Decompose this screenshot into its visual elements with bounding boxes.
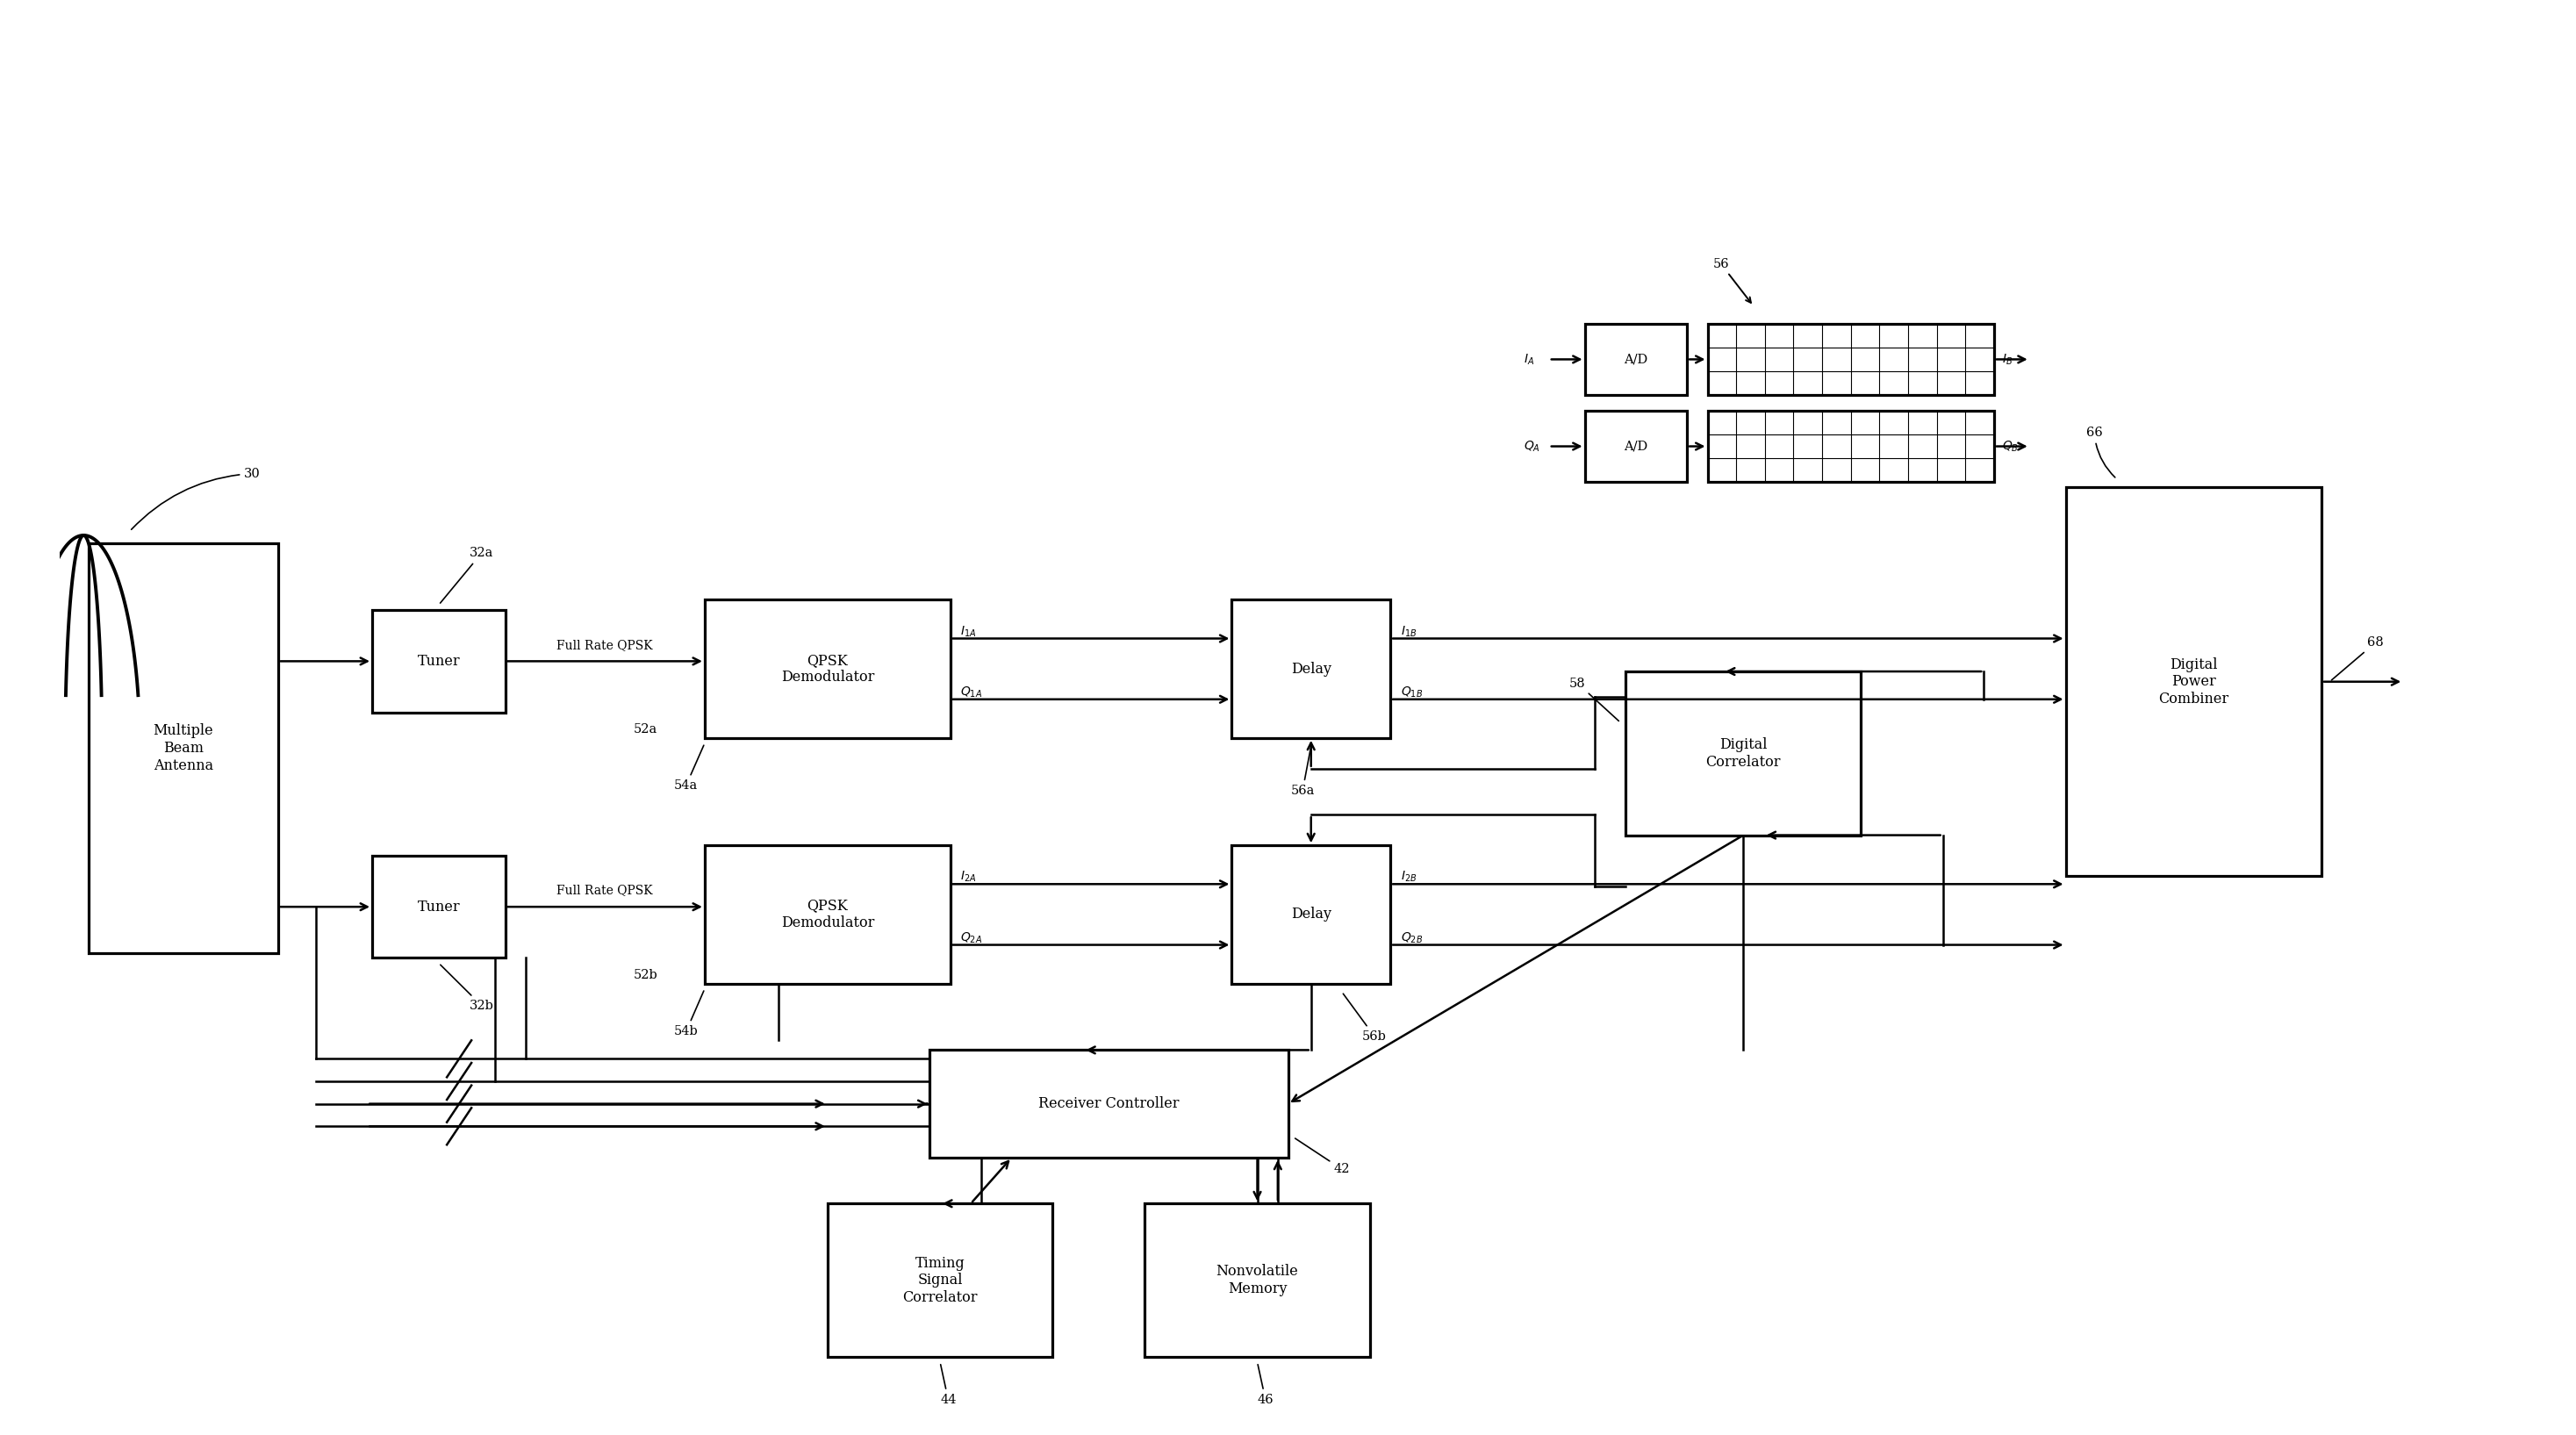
Bar <box>1625 672 1860 835</box>
Text: 56b: 56b <box>1342 993 1386 1042</box>
Text: $I_B$: $I_B$ <box>2002 352 2012 366</box>
Text: 32b: 32b <box>440 964 495 1012</box>
Text: $Q_B$: $Q_B$ <box>2002 439 2020 453</box>
Bar <box>2066 488 2321 877</box>
Text: Tuner: Tuner <box>417 654 461 669</box>
Text: 58: 58 <box>1569 677 1618 720</box>
Text: 56: 56 <box>1713 258 1752 303</box>
Text: 32a: 32a <box>440 547 495 603</box>
Bar <box>930 1050 1288 1158</box>
Bar <box>1708 323 1994 395</box>
Text: 42: 42 <box>1296 1138 1350 1175</box>
Text: 68: 68 <box>2331 636 2383 680</box>
Text: $Q_{2A}$: $Q_{2A}$ <box>961 930 981 944</box>
Text: Multiple
Beam
Antenna: Multiple Beam Antenna <box>152 723 214 773</box>
Text: Delay: Delay <box>1291 662 1332 676</box>
Bar <box>706 600 951 738</box>
Bar <box>371 855 505 959</box>
Text: 66: 66 <box>2087 426 2115 478</box>
Text: Digital
Power
Combiner: Digital Power Combiner <box>2159 657 2228 706</box>
Text: 46: 46 <box>1257 1365 1273 1406</box>
Text: $I_{2A}$: $I_{2A}$ <box>961 870 976 884</box>
Text: 52b: 52b <box>634 969 657 982</box>
Text: 44: 44 <box>940 1365 956 1406</box>
Text: 54a: 54a <box>675 745 703 792</box>
Text: A/D: A/D <box>1623 353 1649 366</box>
Bar <box>371 610 505 712</box>
Text: QPSK
Demodulator: QPSK Demodulator <box>781 653 873 684</box>
Bar <box>1584 410 1687 482</box>
Text: $Q_A$: $Q_A$ <box>1522 439 1540 453</box>
Text: 56a: 56a <box>1291 749 1314 796</box>
Text: $Q_{1B}$: $Q_{1B}$ <box>1401 684 1422 699</box>
Bar <box>1231 845 1391 983</box>
Text: 54b: 54b <box>675 992 703 1038</box>
Bar <box>88 544 278 953</box>
Bar <box>706 845 951 983</box>
Bar <box>827 1204 1054 1358</box>
Text: QPSK
Demodulator: QPSK Demodulator <box>781 898 873 930</box>
Text: 30: 30 <box>131 468 260 530</box>
Text: Digital
Correlator: Digital Correlator <box>1705 738 1780 769</box>
Bar <box>1708 410 1994 482</box>
Text: Full Rate QPSK: Full Rate QPSK <box>556 884 654 897</box>
Text: Delay: Delay <box>1291 907 1332 921</box>
Text: 52a: 52a <box>634 723 657 736</box>
Text: $Q_{1A}$: $Q_{1A}$ <box>961 684 981 699</box>
Text: $Q_{2B}$: $Q_{2B}$ <box>1401 930 1422 944</box>
Text: $I_{1B}$: $I_{1B}$ <box>1401 624 1417 639</box>
Text: $I_A$: $I_A$ <box>1522 352 1533 366</box>
Text: Receiver Controller: Receiver Controller <box>1038 1096 1180 1111</box>
Text: A/D: A/D <box>1623 441 1649 452</box>
Text: Nonvolatile
Memory: Nonvolatile Memory <box>1216 1264 1298 1296</box>
Bar <box>1144 1204 1370 1358</box>
Text: $I_{1A}$: $I_{1A}$ <box>961 624 976 639</box>
Text: Tuner: Tuner <box>417 900 461 914</box>
Bar <box>1231 600 1391 738</box>
Text: Timing
Signal
Correlator: Timing Signal Correlator <box>902 1256 979 1304</box>
Text: $I_{2B}$: $I_{2B}$ <box>1401 870 1417 884</box>
Text: Full Rate QPSK: Full Rate QPSK <box>556 639 654 651</box>
Bar <box>1584 323 1687 395</box>
